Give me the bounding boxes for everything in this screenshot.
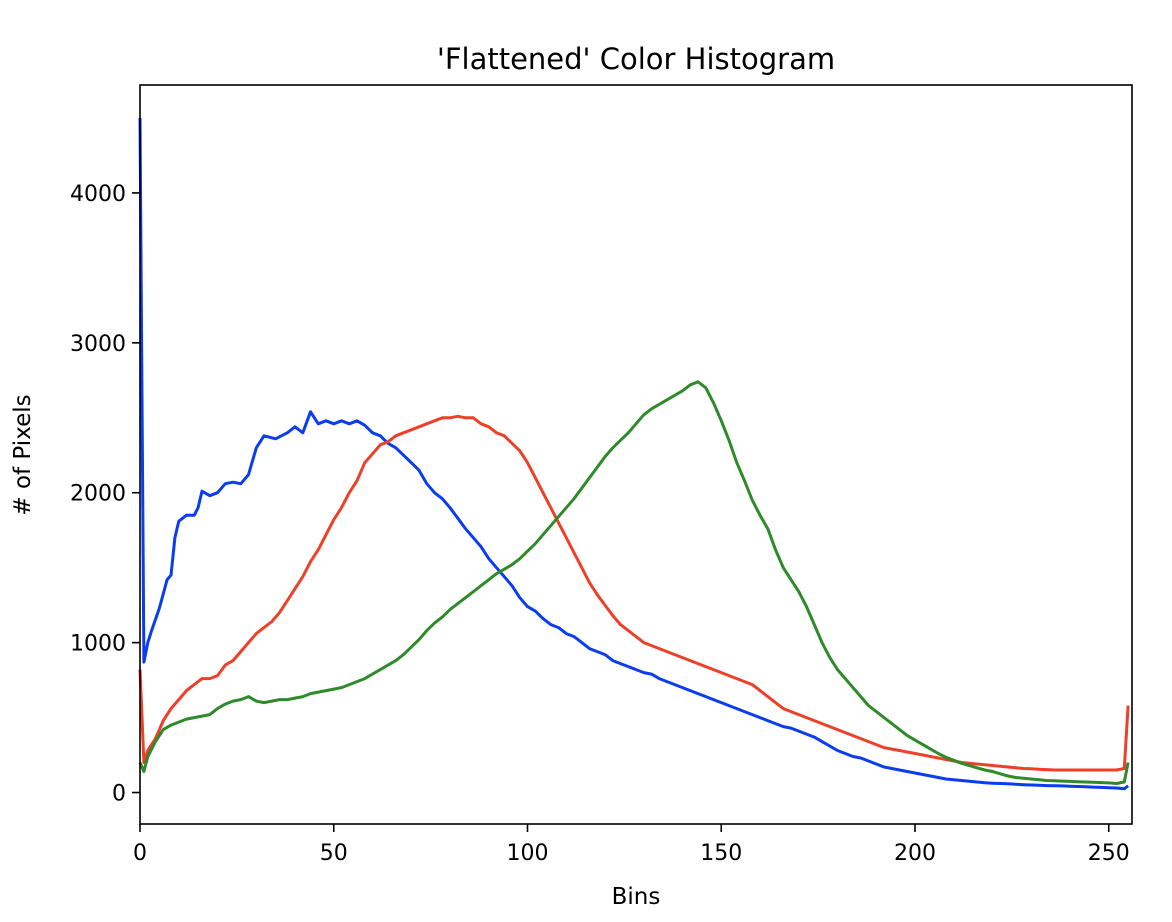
y-tick-label: 1000: [70, 632, 126, 657]
axes-frame: [139, 84, 1133, 825]
x-tick-label: 100: [507, 841, 549, 866]
x-tick-label: 200: [894, 841, 936, 866]
x-axis-label: Bins: [612, 884, 661, 910]
x-tick-label: 150: [700, 841, 742, 866]
y-tick-label: 0: [112, 782, 126, 807]
chart-title: 'Flattened' Color Histogram: [437, 42, 835, 76]
x-tick-label: 250: [1088, 841, 1130, 866]
series-line-1: [138, 117, 1130, 791]
y-tick-label: 2000: [70, 482, 126, 507]
series-line-3: [138, 380, 1130, 785]
y-axis-label: # of Pixels: [10, 394, 36, 515]
y-tick-label: 3000: [70, 332, 126, 357]
x-tick-label: 50: [320, 841, 348, 866]
x-tick-label: 0: [133, 841, 147, 866]
y-tick-label: 4000: [70, 182, 126, 207]
x-axis-ticks: 0 50 100 150 200 250: [133, 824, 1130, 866]
y-axis-ticks: 0 1000 2000 3000 4000: [70, 182, 140, 807]
plot-area: [138, 117, 1130, 791]
